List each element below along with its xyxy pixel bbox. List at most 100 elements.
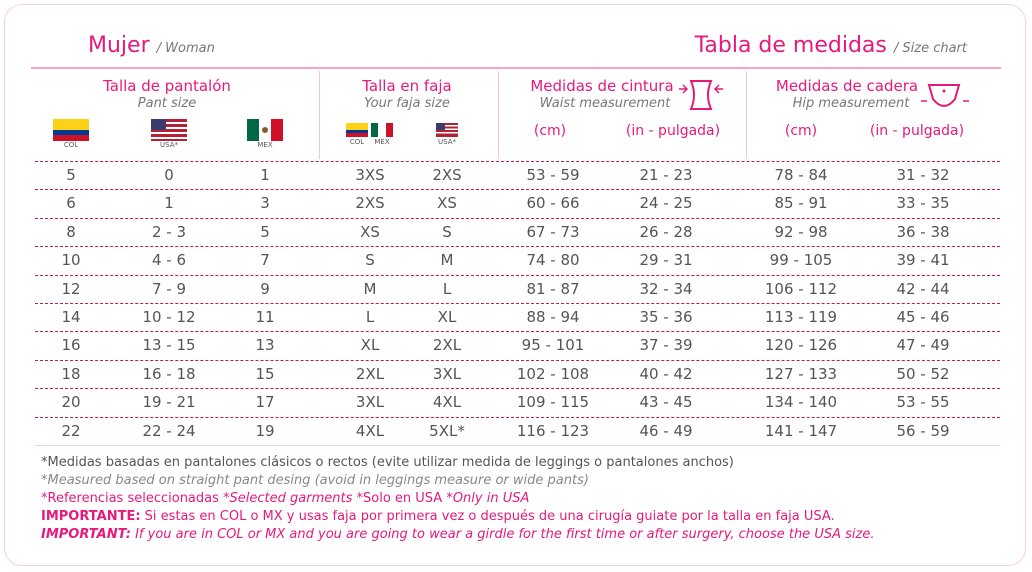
cell: 109 - 115 (516, 393, 590, 412)
note-part: *Solo en USA (356, 491, 443, 506)
cell: 113 - 119 (764, 308, 838, 326)
cell: 3XL (432, 364, 462, 383)
cell: 56 - 59 (896, 421, 950, 440)
cell: 45 - 46 (896, 308, 950, 326)
note-label: IMPORTANTE: (41, 509, 141, 524)
left-title: Mujer / Woman (88, 33, 215, 58)
cell: 2XL (355, 364, 385, 383)
cell: 35 - 36 (639, 308, 693, 326)
unit-label: (in - pulgada) (625, 123, 721, 139)
header-line (31, 67, 1001, 69)
cell: XS (360, 222, 380, 241)
cell: 99 - 105 (769, 251, 833, 270)
row-divider (35, 388, 1000, 390)
cell: 16 - 18 (142, 364, 196, 383)
note: IMPORTANTE: Si estas en COL o MX y usas … (41, 509, 835, 524)
right-title: Tabla de medidas / Size chart (695, 33, 967, 58)
group-subtitle: Hip measurement (792, 96, 910, 111)
cell: 102 - 108 (516, 364, 590, 383)
cell: 106 - 112 (764, 279, 838, 298)
flag-usa (151, 119, 187, 141)
cell: 46 - 49 (639, 421, 693, 440)
cell: 12 (61, 279, 81, 298)
note: *Referencias seleccionadas *Selected gar… (41, 491, 529, 506)
cell: 2 - 3 (151, 222, 187, 241)
cell: 2XS (432, 166, 462, 184)
cell: 26 - 28 (639, 222, 693, 241)
cell: 13 - 15 (142, 336, 196, 355)
cell: 22 - 24 (142, 421, 196, 440)
cell: 116 - 123 (516, 421, 590, 440)
row-divider (35, 246, 1000, 248)
cell: 88 - 94 (526, 308, 580, 326)
cell: 24 - 25 (639, 194, 693, 213)
cell: 50 - 52 (896, 364, 950, 383)
subtitle: / Woman (156, 41, 215, 56)
cell: 92 - 98 (774, 222, 828, 241)
cell: 33 - 35 (896, 194, 950, 213)
flag-label: MEX (257, 141, 273, 149)
cell: S (442, 222, 452, 241)
row-divider (35, 359, 1000, 361)
cell: 2XS (355, 194, 385, 213)
cell: 1 (260, 166, 270, 184)
cell: 43 - 45 (639, 393, 693, 412)
cell: 14 (61, 308, 81, 326)
cell: 141 - 147 (764, 421, 838, 440)
cell: 8 (66, 222, 76, 241)
group-title: Talla de pantalón (103, 77, 231, 95)
cell: 134 - 140 (764, 393, 838, 412)
title: Tabla de medidas (694, 33, 887, 58)
flag-col (53, 119, 89, 141)
cell: 37 - 39 (639, 336, 693, 355)
cell: 95 - 101 (521, 336, 585, 355)
cell: L (442, 279, 452, 298)
cell: 15 (255, 364, 275, 383)
note: *Medidas basadas en pantalones clásicos … (41, 455, 734, 470)
cell: 3XL (355, 393, 385, 412)
cell: 9 (260, 279, 270, 298)
flag-usa (436, 123, 458, 137)
flag-label: USA* (160, 141, 178, 149)
group-subtitle: Pant size (137, 96, 197, 111)
title: Mujer (88, 33, 150, 58)
group-title: Talla en faja (362, 77, 452, 95)
cell: 17 (255, 393, 275, 412)
cell: XL (360, 336, 380, 355)
flag-mex (247, 119, 283, 141)
cell: 1 (164, 194, 174, 213)
note-label: IMPORTANT: (41, 527, 131, 542)
cell: 3XS (355, 166, 385, 184)
cell: 2XL (432, 336, 462, 355)
divider (746, 71, 747, 159)
row-divider (35, 189, 1000, 191)
cell: 10 - 12 (142, 308, 196, 326)
cell: 22 (61, 421, 81, 440)
subtitle: / Size chart (893, 41, 967, 56)
note-text: Si estas en COL o MX y usas faja por pri… (144, 509, 835, 524)
note-part: *Only in USA (446, 491, 530, 506)
flag-col (346, 123, 368, 137)
group-title: Medidas de cintura (530, 77, 674, 95)
cell: M (440, 251, 454, 270)
cell: L (365, 308, 375, 326)
cell: XS (437, 194, 457, 213)
unit-label: (in - pulgada) (869, 123, 965, 139)
flag-mex (371, 123, 393, 137)
cell: 10 (61, 251, 81, 270)
cell: 53 - 59 (526, 166, 580, 184)
cell: 120 - 126 (764, 336, 838, 355)
row-divider (35, 416, 1000, 418)
cell: 53 - 55 (896, 393, 950, 412)
divider (319, 71, 320, 159)
cell: 5 (260, 222, 270, 241)
cell: 47 - 49 (896, 336, 950, 355)
cell: 11 (255, 308, 275, 326)
row-divider (35, 274, 1000, 276)
cell: 5XL* (429, 421, 465, 440)
row-divider (35, 303, 1000, 304)
note-part: *Selected garments (223, 491, 353, 506)
row-divider (35, 445, 1000, 446)
cell: 42 - 44 (896, 279, 950, 298)
cell: 127 - 133 (764, 364, 838, 383)
